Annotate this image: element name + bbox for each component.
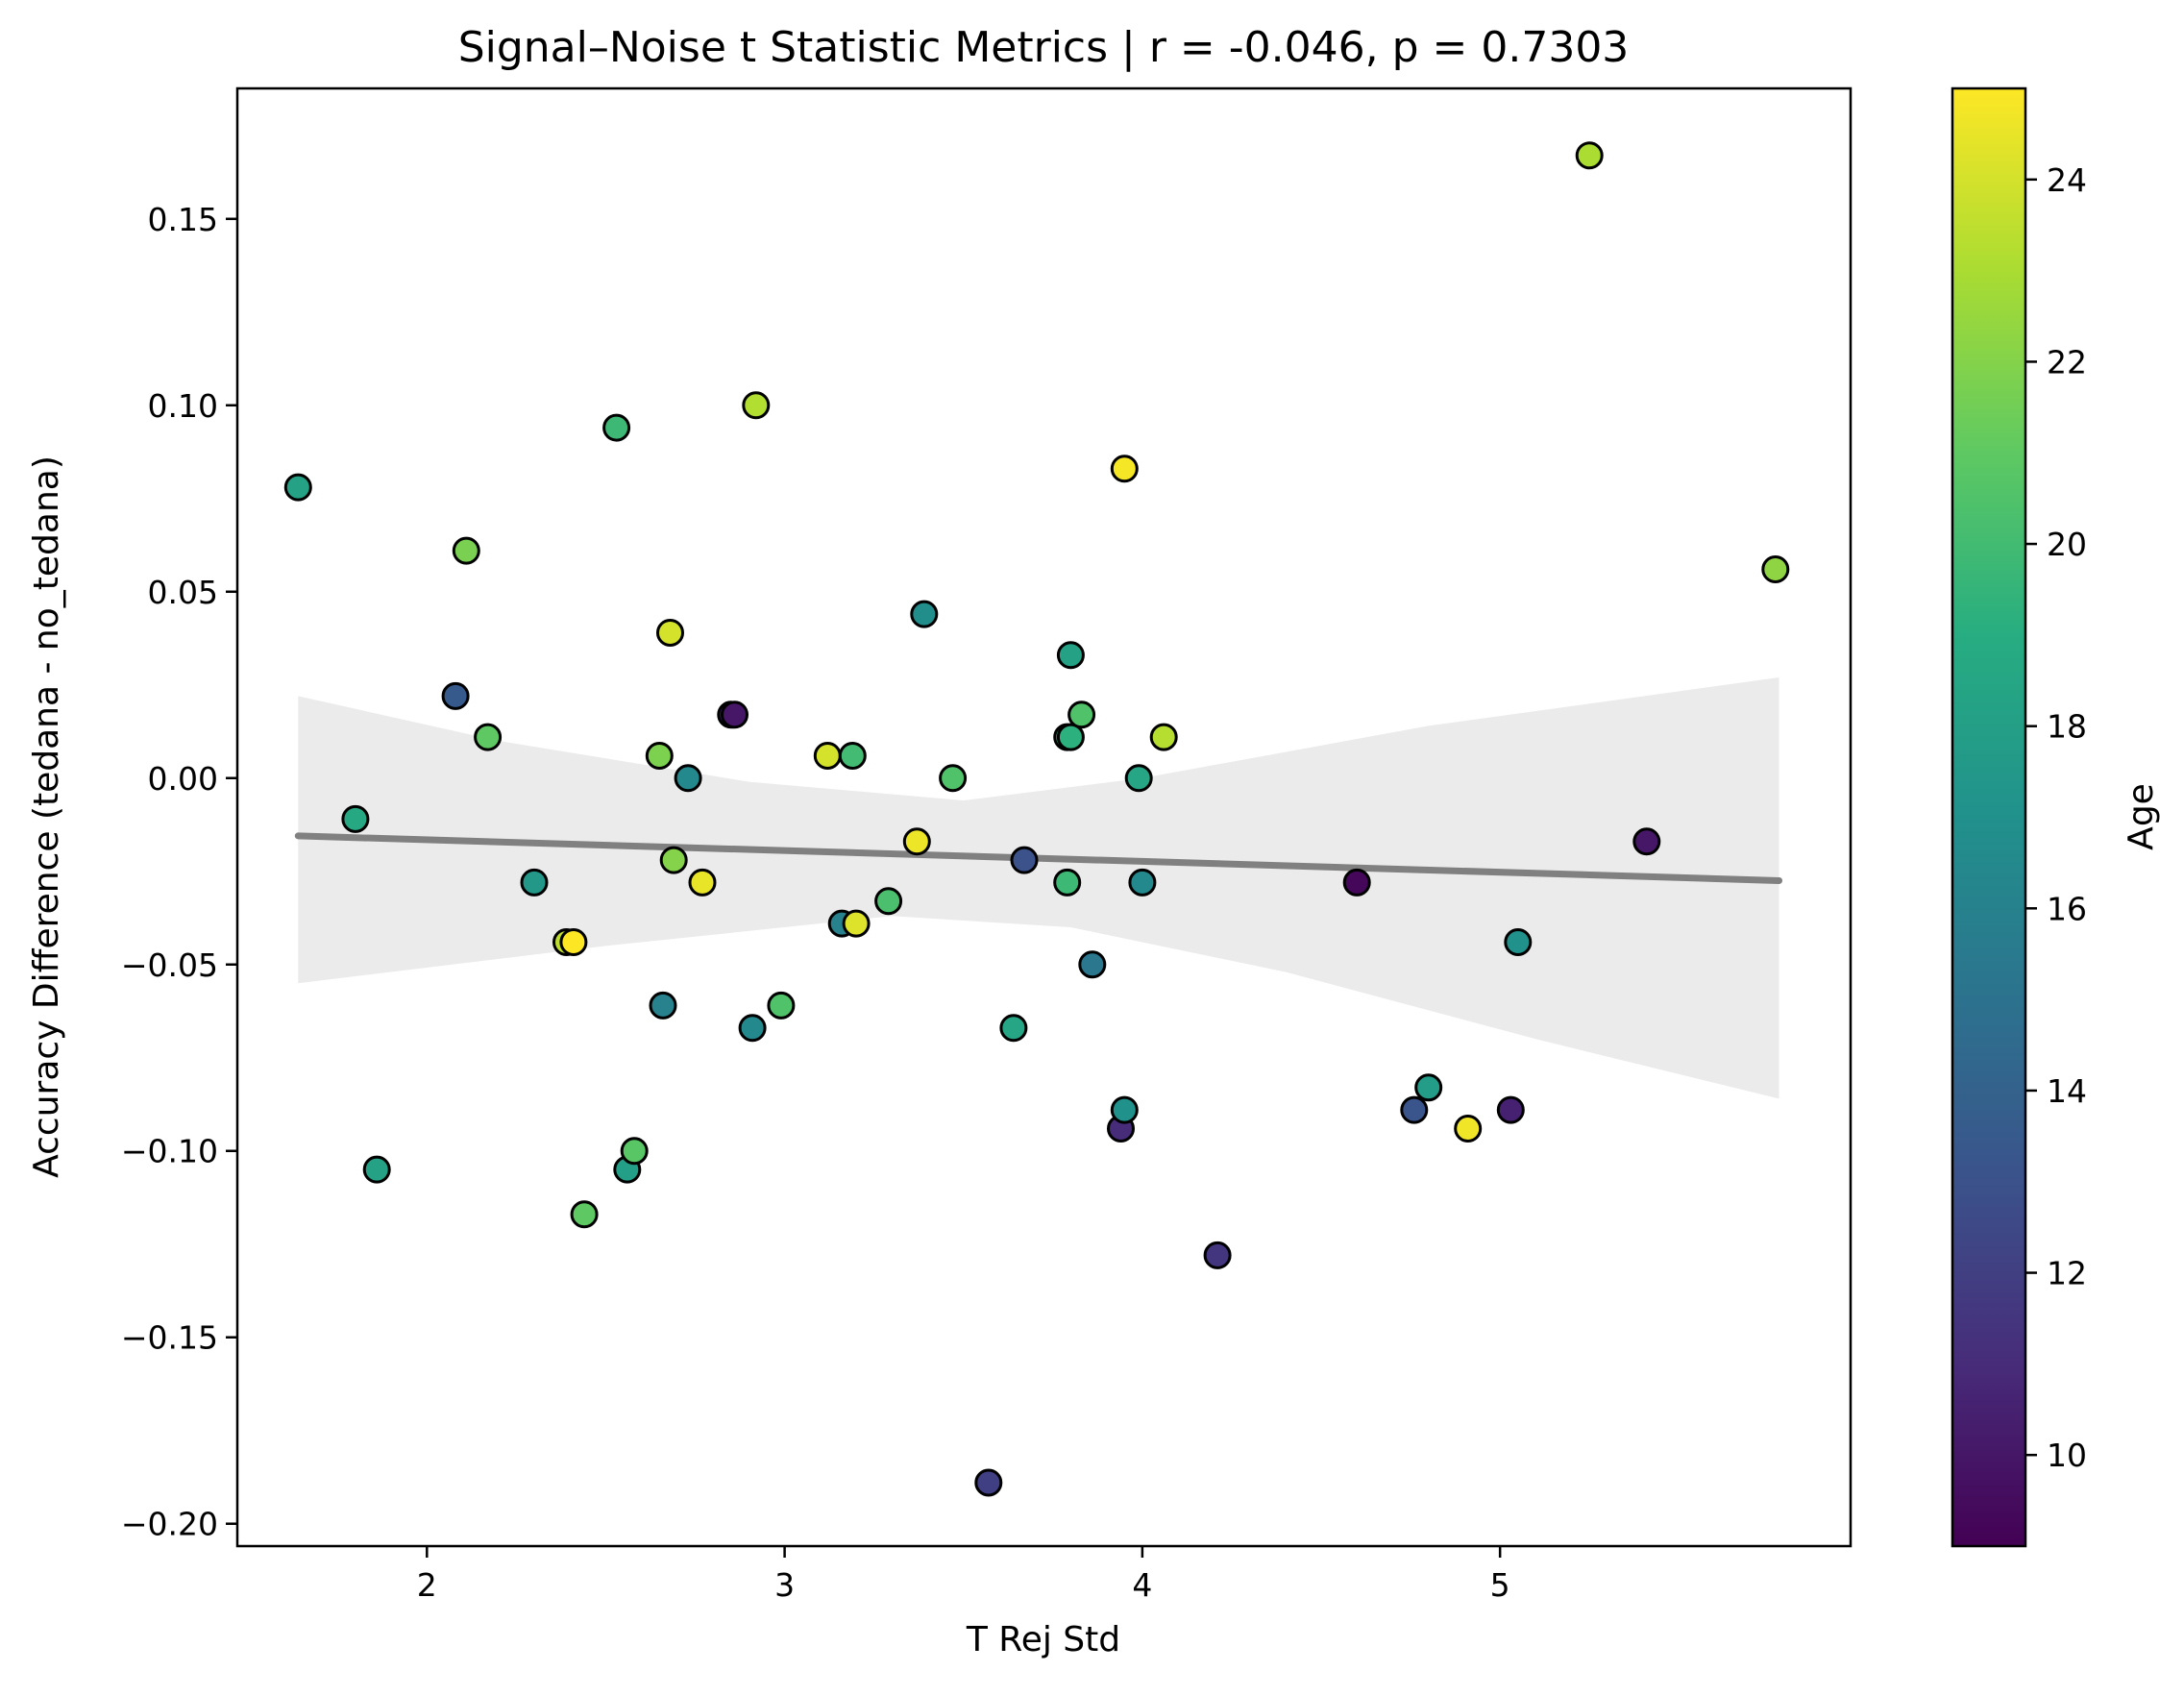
data-point [1110, 455, 1139, 483]
data-point [1400, 1095, 1429, 1124]
colorbar-tick-label: 14 [2047, 1072, 2087, 1110]
colorbar-ticks: 10 12 14 16 18 20 22 24 [2025, 161, 2087, 1474]
colorbar-tick-label: 16 [2047, 890, 2087, 927]
data-point [939, 764, 968, 793]
data-point [838, 742, 867, 770]
data-point [1010, 846, 1039, 874]
data-point [688, 868, 717, 897]
chart-title: Signal–Noise t Statistic Metrics | r = -… [458, 23, 1630, 72]
y-tick-label: 0.15 [148, 201, 218, 238]
data-point [1575, 141, 1604, 170]
data-point [1124, 764, 1153, 793]
data-point [570, 1200, 599, 1229]
data-point [1128, 868, 1157, 897]
data-point [1203, 1241, 1232, 1269]
colorbar-tick-label: 10 [2047, 1437, 2087, 1474]
data-point [1078, 950, 1107, 979]
y-tick-label: −0.10 [121, 1133, 218, 1170]
x-axis-ticks: 2 3 4 5 [417, 1546, 1510, 1604]
data-point [1761, 555, 1790, 583]
data-point [341, 804, 370, 833]
plot-area [283, 141, 1790, 1497]
colorbar-tick-label: 24 [2047, 161, 2087, 199]
colorbar: 10 12 14 16 18 20 22 24 Age [1951, 86, 2161, 1548]
data-point [813, 742, 842, 770]
colorbar-gradient [1951, 86, 2027, 1548]
data-point [721, 701, 748, 729]
data-point [656, 619, 684, 647]
x-tick-label: 5 [1490, 1566, 1510, 1604]
x-tick-label: 2 [417, 1566, 437, 1604]
data-point [1149, 723, 1178, 751]
data-point [974, 1468, 1003, 1497]
data-point [738, 1014, 767, 1043]
data-point [1632, 827, 1661, 856]
data-point [659, 846, 688, 874]
y-axis-label: Accuracy Difference (tedana - no_tedana) [27, 455, 66, 1178]
y-axis-ticks: −0.20 −0.15 −0.10 −0.05 0.00 0.05 0.10 0.15 [121, 201, 237, 1543]
y-tick-label: 0.10 [148, 387, 218, 425]
x-tick-label: 3 [774, 1566, 795, 1604]
data-point [620, 1137, 649, 1166]
data-point [874, 887, 903, 916]
data-point [559, 928, 588, 956]
data-point [452, 536, 480, 565]
data-point [1056, 723, 1085, 751]
data-point [902, 827, 931, 856]
data-point [645, 742, 674, 770]
x-axis-label: T Rej Std [966, 1620, 1120, 1659]
data-point [520, 868, 549, 897]
colorbar-tick-label: 22 [2047, 343, 2087, 381]
y-tick-label: −0.15 [121, 1319, 218, 1357]
data-points [283, 141, 1790, 1497]
data-point [1454, 1115, 1483, 1143]
data-point [283, 473, 312, 502]
data-point [842, 909, 871, 938]
y-tick-label: 0.05 [148, 574, 218, 611]
data-point [362, 1155, 391, 1184]
data-point [649, 991, 677, 1020]
y-tick-label: −0.20 [121, 1506, 218, 1543]
y-tick-label: 0.00 [148, 760, 218, 798]
data-point [999, 1014, 1028, 1043]
data-point [1053, 868, 1082, 897]
data-point [1067, 701, 1096, 729]
data-point [1414, 1073, 1443, 1102]
colorbar-label: Age [2122, 783, 2161, 850]
data-point [441, 681, 470, 710]
data-point [1056, 641, 1085, 670]
data-point [742, 391, 771, 420]
data-point [602, 413, 631, 442]
x-tick-label: 4 [1132, 1566, 1152, 1604]
data-point [1496, 1095, 1525, 1124]
confidence-band [298, 677, 1779, 1099]
data-point [1110, 1095, 1139, 1124]
regression-line [294, 832, 1783, 884]
data-point [474, 723, 503, 751]
data-point [674, 764, 702, 793]
colorbar-tick-label: 12 [2047, 1255, 2087, 1292]
colorbar-tick-label: 20 [2047, 526, 2087, 563]
data-point [767, 991, 796, 1020]
plot-frame [235, 86, 1853, 1548]
data-point [1504, 928, 1533, 956]
data-point [1342, 868, 1371, 897]
data-point [910, 600, 939, 628]
colorbar-tick-label: 18 [2047, 708, 2087, 746]
y-tick-label: −0.05 [121, 946, 218, 984]
